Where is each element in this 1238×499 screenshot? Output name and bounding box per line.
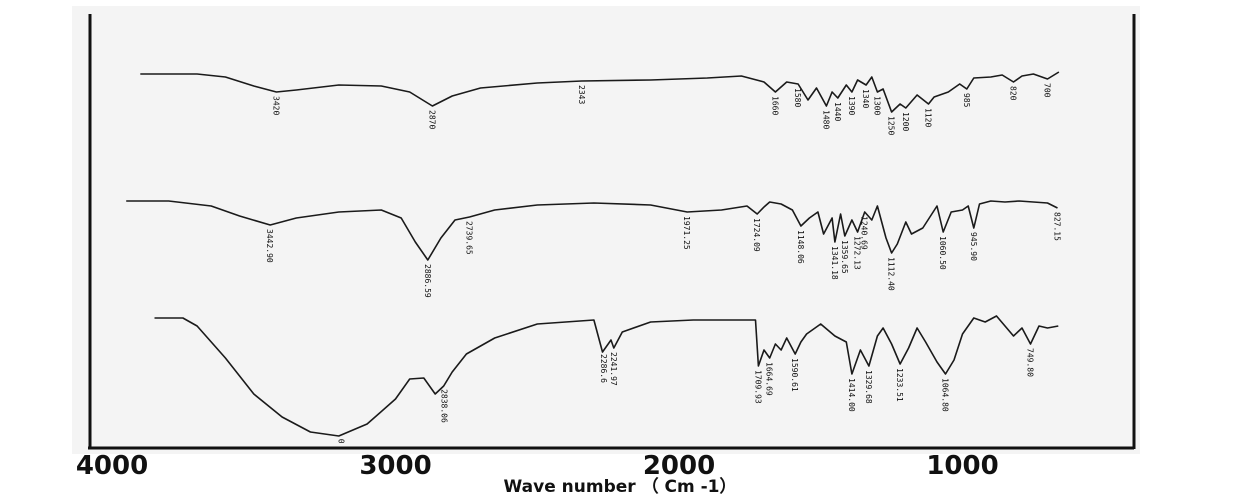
peak-label: 2286.6 — [599, 354, 608, 383]
peak-label: 1148.06 — [796, 230, 805, 264]
peak-label: 0 — [337, 439, 346, 444]
spectrum-trace-1 — [140, 71, 1060, 113]
peak-label: 945.90 — [969, 232, 978, 261]
plot-frame-shadow — [72, 6, 1140, 454]
series-layer: 3420 2870 2343 1660 1580 1480 1440 1390 1340 1300… — [126, 71, 1062, 444]
peak-label: 985 — [962, 93, 971, 108]
peak-label: 1359.65 — [840, 240, 849, 274]
peak-label: 1414.00 — [847, 378, 856, 412]
peak-label: 2241.97 — [609, 352, 618, 386]
peak-label: 827.15 — [1053, 212, 1062, 241]
peak-label: 1590.61 — [790, 358, 799, 392]
peak-label: 820 — [1009, 86, 1018, 101]
peak-label: 1580 — [793, 88, 802, 107]
peak-label: 1233.51 — [895, 368, 904, 402]
peak-label: 749.80 — [1026, 348, 1035, 377]
peak-label: 1120 — [924, 108, 933, 127]
peak-label: 2870 — [427, 110, 436, 129]
peak-label: 1340 — [861, 89, 870, 108]
peak-label: 3420 — [271, 96, 280, 115]
peak-label: 1341.18 — [830, 246, 839, 280]
peak-label: 1064.80 — [941, 378, 950, 412]
peak-label: 1240.69 — [860, 216, 869, 250]
peak-label: 1272.13 — [853, 236, 862, 270]
spectrum-trace-3 — [154, 315, 1059, 437]
x-tick-layer: 4000 3000 2000 1000 — [76, 451, 999, 481]
peak-label: 2838.06 — [439, 389, 448, 423]
x-tick-label: 4000 — [76, 451, 148, 481]
x-tick-label: 3000 — [359, 451, 431, 481]
x-tick-label: 1000 — [926, 451, 998, 481]
peak-label: 1971.25 — [682, 216, 691, 250]
peak-label: 700 — [1043, 83, 1052, 98]
peak-label: 1440 — [833, 102, 842, 121]
peak-label: 1300 — [872, 96, 881, 115]
peak-label: 1724.09 — [752, 218, 761, 252]
peak-label: 2886.59 — [423, 264, 432, 298]
x-tick-label: 2000 — [643, 451, 715, 481]
peak-label: 2739.65 — [465, 221, 474, 255]
peak-label: 1390 — [847, 96, 856, 115]
peak-label: 3442.90 — [265, 229, 274, 263]
peak-label: 1664.69 — [765, 362, 774, 396]
peak-label: 1480 — [821, 110, 830, 129]
peak-label: 1200 — [901, 112, 910, 131]
spectrum-trace-2 — [126, 200, 1058, 261]
peak-label: 1660 — [770, 96, 779, 115]
peak-label: 1060.50 — [938, 236, 947, 270]
peak-label: 1112.40 — [887, 257, 896, 291]
peak-label: 2343 — [577, 85, 586, 104]
peak-label: 1709.93 — [753, 370, 762, 404]
x-axis-label: Wave number （ Cm -1） — [504, 476, 737, 497]
peak-label: 1250 — [887, 116, 896, 135]
peak-label: 1329.68 — [864, 370, 873, 404]
